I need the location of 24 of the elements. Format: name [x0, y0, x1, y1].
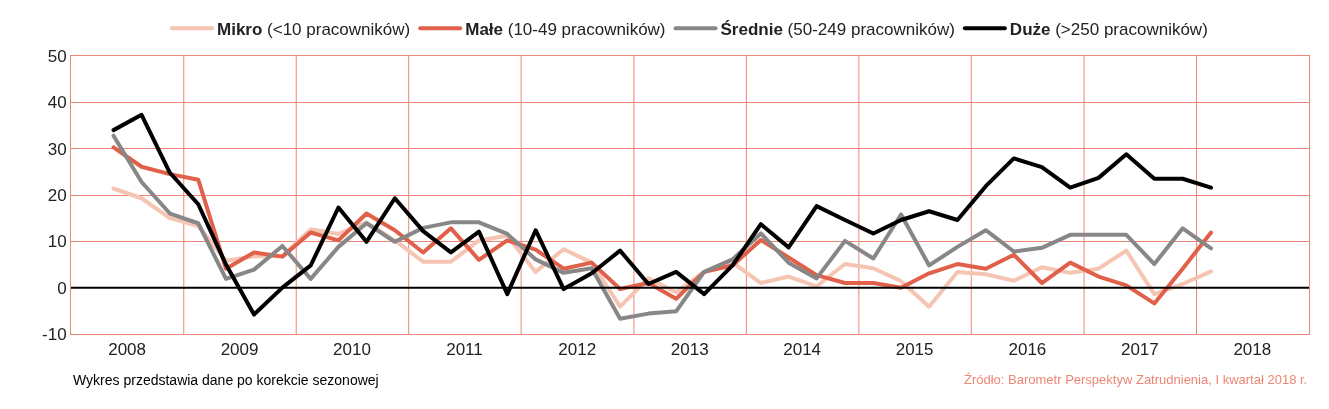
- text: Źródło: Barometr Perspektyw Zatrudnienia, I kwartał 2018 r.: [964, 372, 1308, 387]
- y-tick-label: -10: [42, 324, 67, 344]
- y-tick-label: 10: [47, 232, 67, 252]
- x-tick-label: 2010: [333, 340, 371, 360]
- x-tick-label: 2016: [1008, 340, 1047, 360]
- legend-label: Średnie (50-249 pracowników): [720, 19, 955, 39]
- legend-label: Małe (10-49 pracowników): [465, 19, 666, 39]
- x-tick-label: 2014: [783, 340, 822, 360]
- x-tick-label: 2015: [895, 340, 934, 360]
- x-tick-label: 2009: [220, 340, 259, 360]
- y-tick-label: 0: [57, 278, 67, 298]
- x-tick-label: 2013: [670, 340, 709, 360]
- legend-label: Mikro (<10 pracowników): [217, 19, 411, 39]
- y-tick-label: 50: [47, 46, 67, 66]
- x-tick-label: 2012: [558, 340, 597, 360]
- x-tick-label: 2011: [446, 340, 483, 360]
- legend-label: Duże (>250 pracowników): [1009, 19, 1208, 39]
- x-tick-label: 2008: [108, 340, 146, 360]
- y-tick-label: 40: [47, 93, 67, 113]
- x-tick-label: 2018: [1233, 340, 1272, 360]
- x-tick-label: 2017: [1120, 340, 1159, 360]
- y-tick-label: 20: [47, 185, 67, 205]
- text: Wykres przedstawia dane po korekcie sezonowej: [73, 372, 379, 388]
- y-tick-label: 30: [47, 139, 67, 159]
